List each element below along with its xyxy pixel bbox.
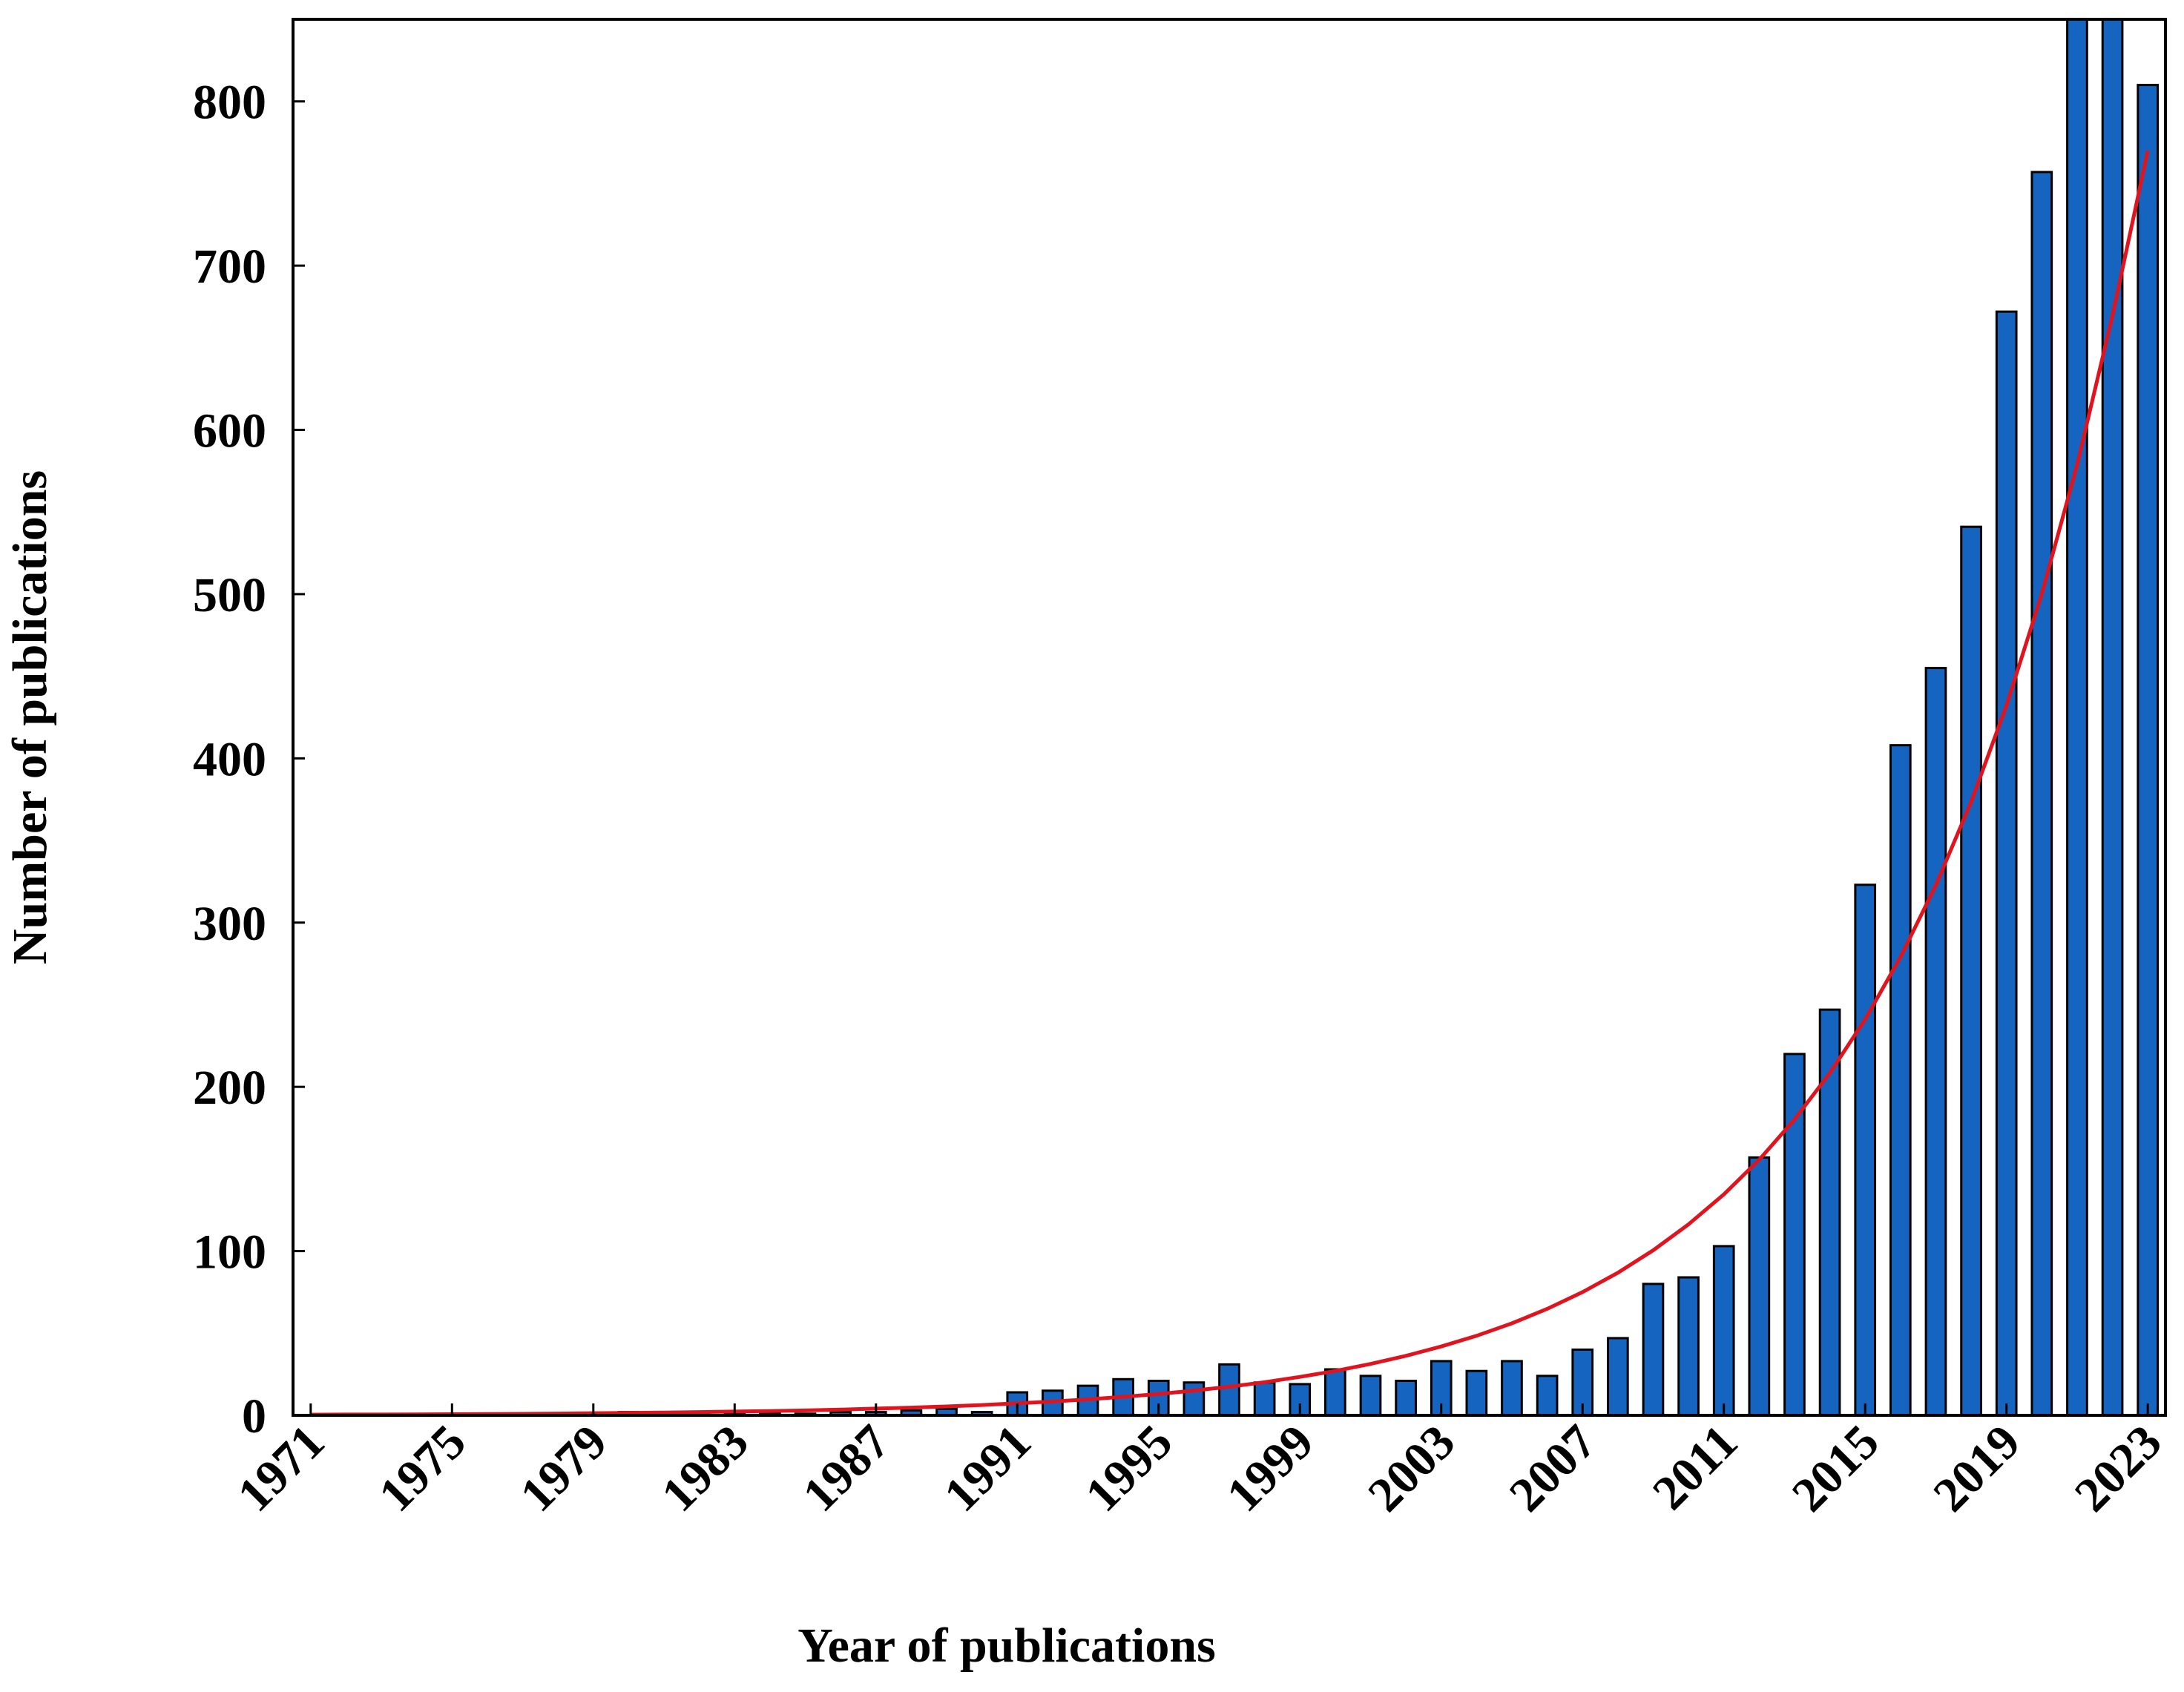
bar (1253, 1381, 1276, 1415)
bar (1642, 1283, 1665, 1415)
bar (1607, 1337, 1629, 1415)
bar (1218, 1363, 1240, 1415)
plot-area (310, 19, 2160, 1415)
x-tick-label: 1975 (369, 1415, 476, 1522)
bar (1995, 310, 2018, 1415)
bar (1889, 744, 1912, 1415)
bar (1924, 667, 1947, 1415)
bar (1854, 883, 1877, 1415)
x-tick-label: 2015 (1782, 1415, 1889, 1522)
y-tick-label: 500 (193, 568, 266, 622)
bar (900, 1409, 923, 1415)
x-tick-label: 2019 (1923, 1415, 2030, 1522)
y-tick-label: 800 (193, 76, 266, 130)
x-axis-title: Year of publications (797, 1619, 1216, 1673)
bar (1960, 525, 1982, 1415)
bar (2101, 19, 2124, 1415)
y-axis-title: Number of publications (3, 470, 57, 964)
bar (829, 1411, 852, 1415)
bar (1748, 1156, 1771, 1415)
trend-line (310, 150, 2150, 1415)
bar (1783, 1053, 1806, 1415)
bar (1818, 1008, 1841, 1415)
x-tick-label: 2007 (1499, 1415, 1607, 1522)
bar (935, 1407, 958, 1415)
x-tick-label: 2023 (2065, 1415, 2172, 1522)
bar (1465, 1369, 1488, 1415)
bar (1536, 1375, 1559, 1415)
x-tick-label: 1979 (510, 1415, 617, 1522)
bar (2030, 171, 2053, 1415)
plot-frame (292, 18, 2167, 1417)
x-tick-label: 2003 (1358, 1415, 1465, 1522)
bar (2137, 84, 2160, 1415)
y-tick-label: 600 (193, 404, 266, 458)
bar (1359, 1375, 1382, 1415)
x-tick-label: 1991 (934, 1415, 1042, 1522)
bar (1183, 1381, 1206, 1415)
bar (1677, 1276, 1700, 1415)
y-tick-label: 100 (193, 1225, 266, 1280)
x-tick-label: 1999 (1217, 1415, 1324, 1522)
bar (1712, 1245, 1735, 1415)
y-tick-label: 700 (193, 240, 266, 294)
y-tick-label: 200 (193, 1061, 266, 1115)
bar (2066, 19, 2088, 1415)
bar (970, 1411, 993, 1415)
x-tick-label: 1987 (792, 1415, 900, 1522)
x-tick-label: 1995 (1075, 1415, 1183, 1522)
y-tick-label: 0 (242, 1389, 266, 1444)
bar (1324, 1368, 1346, 1415)
x-tick-label: 1983 (651, 1415, 759, 1522)
bar (1501, 1360, 1523, 1415)
y-tick-label: 300 (193, 897, 266, 951)
x-tick-label: 2011 (1642, 1415, 1748, 1520)
bar (1395, 1380, 1417, 1415)
y-tick-label: 400 (193, 732, 266, 786)
